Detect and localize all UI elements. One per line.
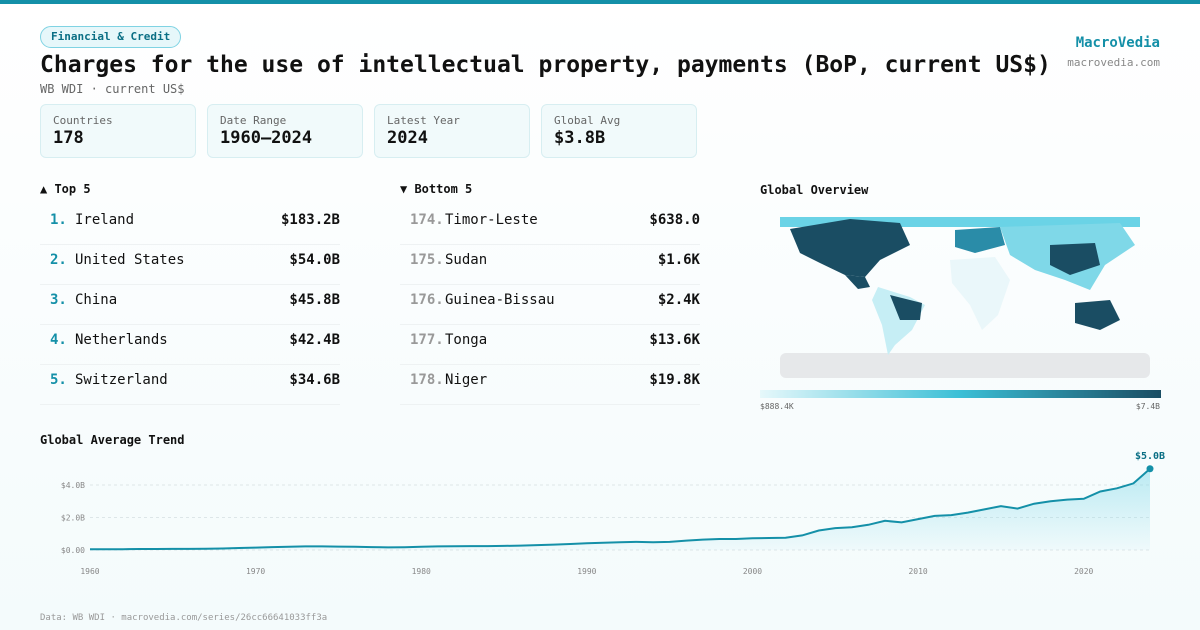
- y-tick-label: $0.00: [61, 546, 85, 555]
- stat-label: Date Range: [220, 114, 287, 127]
- country-value: $638.0: [649, 212, 700, 228]
- scale-max: $7.4B: [1135, 402, 1160, 411]
- stat-label: Global Avg: [554, 114, 621, 127]
- rank: 2.: [50, 252, 67, 268]
- rank-row: 178. Niger $19.8K: [400, 364, 700, 405]
- stat-card: Date Range 1960–2024: [207, 104, 363, 158]
- subtitle: WB WDI · current US$: [40, 82, 185, 96]
- trend-area: [90, 468, 1150, 550]
- rank-row: 177. Tonga $13.6K: [400, 324, 700, 365]
- rank: 5.: [50, 372, 67, 388]
- x-tick-label: 1980: [412, 567, 431, 576]
- end-point: [1146, 465, 1154, 473]
- stat-value: 178: [53, 128, 84, 148]
- color-scale-bar: [760, 390, 1161, 398]
- arctic-band: [780, 217, 1140, 227]
- europe: [955, 227, 1005, 253]
- y-tick-label: $2.0B: [61, 514, 85, 523]
- australia: [1075, 300, 1120, 330]
- top-bar: [0, 0, 1200, 4]
- stat-value: $3.8B: [554, 128, 606, 148]
- brand[interactable]: MacroVedia: [1075, 35, 1160, 51]
- rank-row: 174. Timor-Leste $638.0: [400, 204, 700, 245]
- rank-row: 175. Sudan $1.6K: [400, 244, 700, 285]
- stat-label: Latest Year: [387, 114, 460, 127]
- footer-source: Data: WB WDI · macrovedia.com/series/26c…: [40, 613, 328, 623]
- x-tick-label: 1970: [246, 567, 265, 576]
- country-value: $183.2B: [280, 212, 340, 228]
- country-value: $13.6K: [649, 332, 700, 348]
- country-name: China: [75, 292, 118, 308]
- stat-value: 2024: [387, 128, 428, 148]
- country-name: Switzerland: [75, 372, 168, 388]
- country-value: $45.8B: [289, 292, 340, 308]
- x-tick-label: 2010: [908, 567, 927, 576]
- x-tick-label: 1960: [80, 567, 99, 576]
- site[interactable]: macrovedia.com: [1067, 56, 1160, 69]
- stat-label: Countries: [53, 114, 113, 127]
- bottom-title: ▼ Bottom 5: [400, 182, 473, 196]
- rank-row: 1. Ireland $183.2B: [40, 204, 340, 245]
- country-name: Niger: [445, 372, 488, 388]
- x-tick-label: 1990: [577, 567, 596, 576]
- country-name: Ireland: [75, 212, 135, 228]
- china: [1050, 243, 1100, 275]
- map-title: Global Overview: [760, 183, 869, 197]
- central-america: [845, 275, 870, 289]
- country-value: $2.4K: [657, 292, 700, 308]
- africa: [950, 257, 1010, 330]
- rank: 176.: [410, 292, 444, 308]
- color-scale: [760, 390, 1161, 398]
- country-name: Guinea-Bissau: [445, 292, 555, 308]
- stat-card: Countries 178: [40, 104, 196, 158]
- x-tick-label: 2020: [1074, 567, 1093, 576]
- scale-min: $888.4K: [760, 402, 794, 411]
- brazil: [890, 295, 922, 320]
- trend-chart: $0.00 $2.0B $4.0B 1960 1970 1980 1990 2000 2010 2…: [61, 451, 1165, 576]
- north-america: [790, 219, 910, 277]
- rank: 177.: [410, 332, 444, 348]
- rank-row: 3. China $45.8B: [40, 284, 340, 325]
- x-tick-label: 2000: [743, 567, 762, 576]
- country-name: United States: [75, 252, 185, 268]
- rank: 175.: [410, 252, 444, 268]
- country-name: Timor-Leste: [445, 212, 538, 228]
- antarctica: [780, 353, 1150, 378]
- country-value: $19.8K: [649, 372, 700, 388]
- rank: 178.: [410, 372, 444, 388]
- country-name: Netherlands: [75, 332, 168, 348]
- stat-value: 1960–2024: [220, 128, 313, 148]
- trend-title: Global Average Trend: [40, 433, 185, 447]
- value-label: $5.0B: [1135, 451, 1165, 462]
- page-title: Charges for the use of intellectual prop…: [40, 52, 1051, 78]
- country-name: Sudan: [445, 252, 488, 268]
- rank: 4.: [50, 332, 67, 348]
- rank: 3.: [50, 292, 67, 308]
- trend-line: [90, 468, 1151, 551]
- country-value: $42.4B: [289, 332, 340, 348]
- country-value: $54.0B: [289, 252, 340, 268]
- country-name: Tonga: [445, 332, 488, 348]
- rank-row: 176. Guinea-Bissau $2.4K: [400, 284, 700, 325]
- stat-card: Latest Year 2024: [374, 104, 530, 158]
- category-badge[interactable]: Financial & Credit: [40, 26, 182, 48]
- rank-row: 4. Netherlands $42.4B: [40, 324, 340, 365]
- y-tick-label: $4.0B: [61, 481, 85, 490]
- rank: 174.: [410, 212, 444, 228]
- country-value: $34.6B: [289, 372, 340, 388]
- rank-row: 2. United States $54.0B: [40, 244, 340, 285]
- world-map: [780, 217, 1150, 378]
- top-title: ▲ Top 5: [40, 182, 91, 196]
- rank: 1.: [50, 212, 67, 228]
- rank-row: 5. Switzerland $34.6B: [40, 364, 340, 405]
- country-value: $1.6K: [657, 252, 700, 268]
- stat-card: Global Avg $3.8B: [541, 104, 697, 158]
